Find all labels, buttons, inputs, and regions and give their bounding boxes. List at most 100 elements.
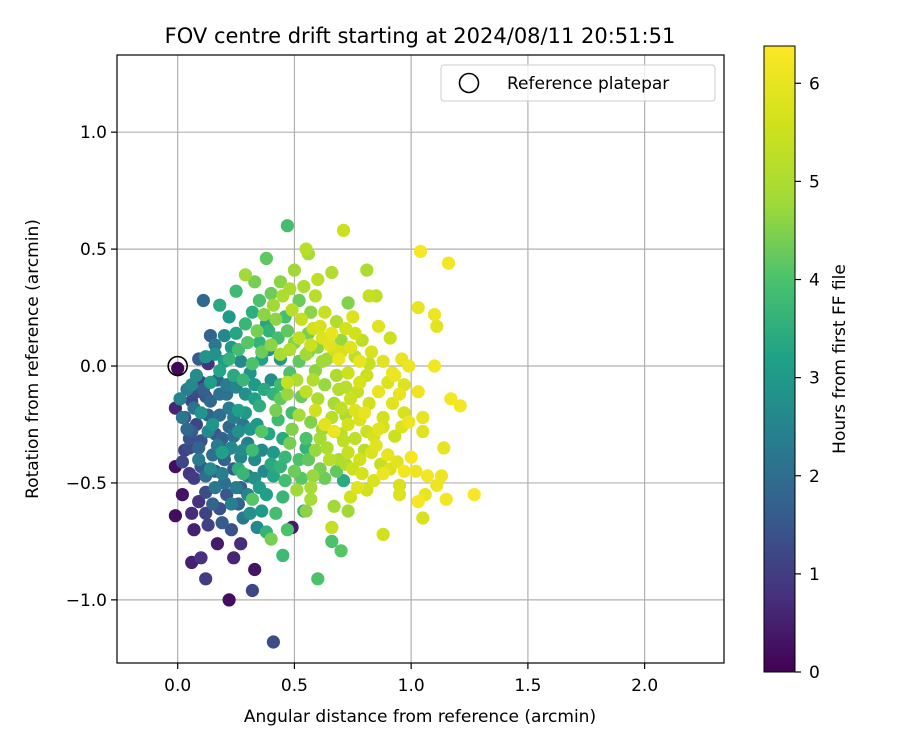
data-point: [325, 265, 339, 280]
data-point: [250, 324, 264, 338]
data-point: [292, 453, 306, 467]
data-point: [220, 387, 234, 401]
data-point: [311, 392, 325, 406]
data-point: [341, 504, 355, 518]
data-point: [327, 424, 341, 439]
y-axis-label: Rotation from reference (arcmin): [23, 219, 43, 499]
data-point: [371, 319, 386, 333]
data-point: [227, 551, 241, 565]
data-point: [238, 268, 252, 282]
data-point: [215, 467, 229, 481]
data-point: [194, 551, 208, 565]
data-point: [299, 242, 313, 256]
data-point: [264, 286, 278, 301]
data-point: [199, 350, 213, 364]
data-point: [208, 481, 222, 495]
data-point: [304, 492, 318, 506]
data-point: [236, 467, 250, 481]
reference-point-marker: [167, 355, 188, 377]
data-point: [255, 424, 269, 439]
data-point: [187, 523, 201, 537]
data-point: [276, 548, 290, 563]
data-point: [325, 326, 339, 340]
data-point: [367, 474, 381, 488]
data-point: [199, 572, 213, 586]
data-point: [299, 431, 313, 446]
data-point: [248, 562, 262, 577]
data-point: [206, 497, 220, 511]
data-point: [192, 453, 206, 467]
data-point: [269, 312, 283, 326]
data-point: [231, 343, 245, 357]
x-axis-ticks: 0.0 0.5 1.0 1.5 2.0: [164, 663, 658, 696]
data-point: [304, 305, 318, 319]
data-point: [299, 504, 313, 518]
data-point: [343, 392, 358, 406]
data-point: [262, 324, 276, 338]
data-point: [245, 443, 259, 457]
data-point: [248, 275, 262, 289]
x-tick-label: 0.0: [164, 676, 191, 696]
data-point: [266, 635, 280, 649]
data-point: [304, 415, 318, 429]
data-point: [215, 516, 229, 530]
legend-marker-open-circle: [458, 72, 480, 94]
data-point: [208, 338, 222, 352]
data-point: [313, 319, 327, 333]
data-point: [318, 378, 332, 392]
data-point: [175, 410, 189, 425]
data-point: [292, 408, 306, 422]
data-point: [269, 506, 283, 520]
data-point: [203, 375, 217, 389]
data-point: [283, 436, 297, 450]
data-point: [287, 464, 301, 478]
y-tick-label: −1.0: [66, 591, 107, 611]
data-point: [192, 441, 206, 455]
data-point: [320, 352, 334, 366]
data-point: [322, 453, 337, 467]
data-point: [362, 289, 376, 303]
data-point: [285, 303, 299, 317]
colorbar-tick-label: 4: [809, 271, 820, 291]
x-tick-label: 1.0: [398, 676, 425, 696]
data-point: [341, 445, 355, 460]
data-point: [343, 490, 358, 504]
data-point: [292, 331, 306, 345]
data-point: [245, 305, 259, 319]
x-tick-label: 1.5: [514, 676, 541, 696]
data-point: [276, 490, 290, 504]
data-point: [327, 499, 341, 513]
colorbar: 0 1 2 3 4 5 6 Hours from first FF file: [763, 45, 850, 683]
data-point: [192, 495, 206, 509]
data-point: [411, 301, 425, 315]
data-point: [318, 417, 332, 432]
data-point: [467, 488, 481, 502]
data-point: [297, 279, 311, 294]
data-point: [416, 410, 430, 425]
data-point: [189, 368, 203, 382]
data-point: [332, 352, 346, 366]
data-point: [210, 537, 224, 551]
data-point: [402, 415, 416, 429]
data-point: [376, 354, 390, 368]
data-point: [168, 509, 182, 523]
data-point: [255, 443, 269, 457]
data-point: [217, 329, 231, 343]
data-point: [437, 441, 451, 455]
y-axis-ticks: −1.0 −0.5 0.0 0.5 1.0: [66, 123, 117, 611]
data-point: [229, 326, 243, 340]
data-point: [213, 408, 227, 422]
data-point: [280, 387, 294, 401]
data-point: [383, 331, 397, 345]
data-point: [294, 312, 308, 326]
data-point: [185, 506, 199, 520]
data-point: [329, 368, 344, 382]
data-point: [290, 483, 304, 497]
legend-entry-label: Reference platepar: [507, 74, 669, 94]
data-point: [411, 495, 425, 509]
data-point: [325, 534, 339, 549]
colorbar-tick-label: 1: [809, 565, 820, 585]
reference-platepar-marker: [167, 355, 188, 377]
data-point: [280, 375, 294, 389]
data-point: [201, 518, 215, 532]
